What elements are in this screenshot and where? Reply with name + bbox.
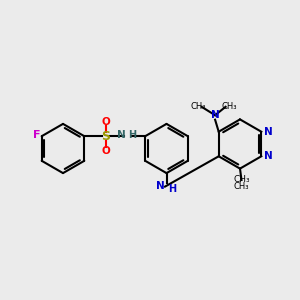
Text: O: O [101, 117, 110, 127]
Text: N: N [117, 130, 126, 140]
Text: N: N [211, 110, 220, 120]
Text: H: H [128, 130, 136, 140]
Text: CH₃: CH₃ [233, 175, 250, 184]
Text: S: S [101, 130, 110, 143]
Text: CH₃: CH₃ [234, 182, 249, 191]
Text: N: N [156, 181, 165, 191]
Text: H: H [168, 184, 176, 194]
Text: O: O [101, 146, 110, 156]
Text: F: F [32, 130, 40, 140]
Text: CH₃: CH₃ [221, 102, 237, 111]
Text: N: N [264, 127, 272, 137]
Text: N: N [264, 151, 272, 161]
Text: CH₃: CH₃ [191, 102, 206, 111]
